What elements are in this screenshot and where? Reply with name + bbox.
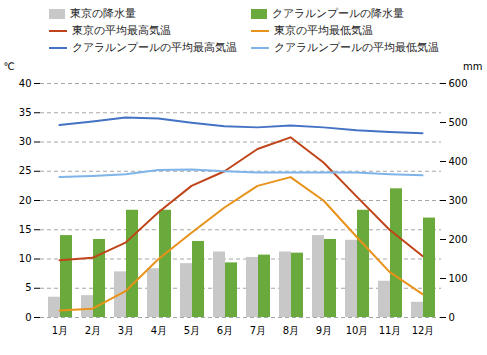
svg-text:300: 300: [449, 195, 468, 206]
svg-text:100: 100: [449, 273, 468, 284]
svg-text:9月: 9月: [316, 325, 332, 336]
html-text:クアラルンプールの平均最低気温: クアラルンプールの平均最低気温: [273, 41, 439, 54]
html-text:クアラルンプールの平均最高気温: クアラルンプールの平均最高気温: [71, 41, 237, 54]
svg-text:40: 40: [19, 78, 32, 89]
svg-text:4月: 4月: [151, 325, 167, 336]
svg-text:0: 0: [25, 312, 31, 323]
svg-text:15: 15: [19, 224, 32, 235]
svg-text:10月: 10月: [346, 325, 369, 336]
svg-text:5: 5: [25, 282, 31, 293]
svg-text:8月: 8月: [283, 325, 299, 336]
svg-text:400: 400: [449, 156, 468, 167]
svg-text:5月: 5月: [184, 325, 200, 336]
svg-text:3月: 3月: [118, 325, 134, 336]
svg-text:℃: ℃: [4, 61, 15, 72]
svg-text:10: 10: [19, 253, 32, 264]
svg-text:2月: 2月: [85, 325, 101, 336]
svg-text:30: 30: [19, 136, 32, 147]
svg-text:500: 500: [449, 117, 468, 128]
svg-text:12月: 12月: [412, 325, 435, 336]
svg-text:1月: 1月: [52, 325, 68, 336]
html-text:東京の平均最低気温: 東京の平均最低気温: [273, 24, 373, 37]
svg-text:7月: 7月: [250, 325, 266, 336]
svg-text:0: 0: [449, 312, 455, 323]
html-text:東京の降水量: 東京の降水量: [69, 7, 136, 20]
svg-text:mm: mm: [463, 61, 482, 72]
svg-text:6月: 6月: [217, 325, 233, 336]
svg-text:200: 200: [449, 234, 468, 245]
html-text:クアラルンプールの降水量: クアラルンプールの降水量: [271, 7, 404, 20]
svg-text:11月: 11月: [379, 325, 402, 336]
svg-text:25: 25: [19, 165, 32, 176]
svg-text:600: 600: [449, 78, 468, 89]
svg-text:35: 35: [19, 107, 32, 118]
svg-text:20: 20: [19, 195, 32, 206]
html-text:東京の平均最高気温: 東京の平均最高気温: [71, 24, 171, 37]
